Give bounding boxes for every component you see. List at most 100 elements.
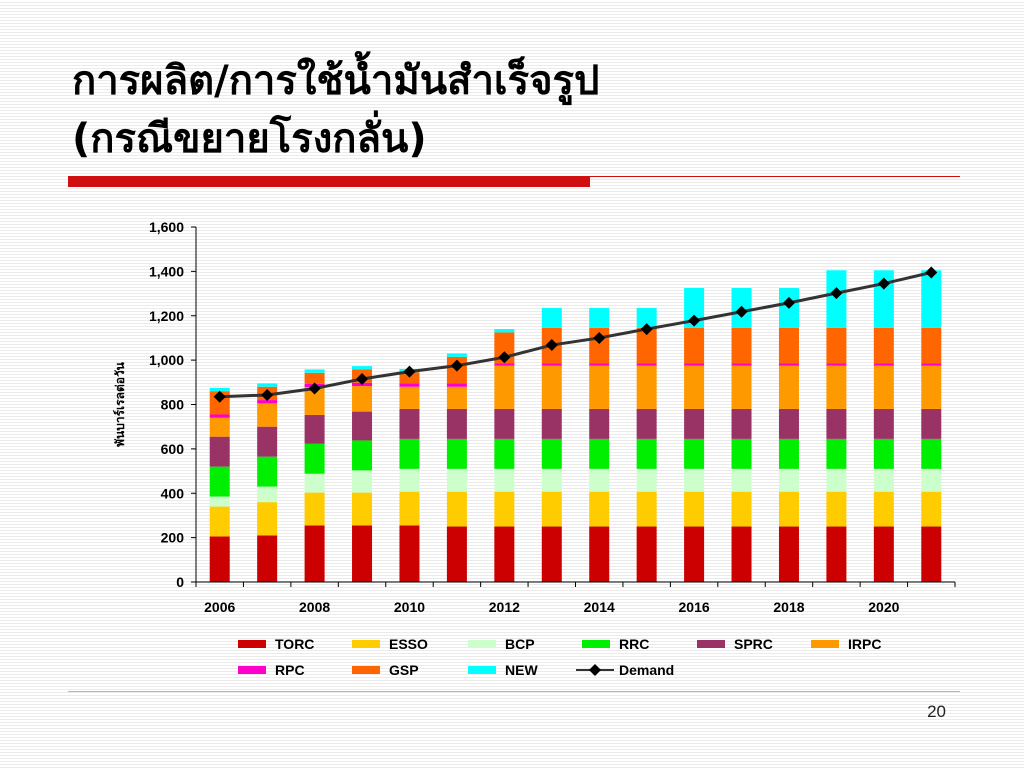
bar-segment-new: [446, 353, 467, 357]
demand-point: [877, 277, 890, 290]
demand-point: [735, 305, 748, 318]
bar-segment-rrc: [731, 438, 752, 469]
legend-swatch-sprc: [697, 640, 725, 648]
bar-segment-sprc: [589, 408, 610, 439]
bar-segment-gsp: [636, 327, 657, 364]
bar-segment-sprc: [778, 408, 799, 439]
slide-title: การผลิต/การใช้น้ำมันสำเร็จรูป (กรณีขยายโ…: [72, 52, 599, 168]
bar-segment-torc: [778, 526, 799, 582]
bar-segment-irpc: [352, 386, 373, 412]
bar-segment-sprc: [257, 426, 278, 457]
legend-swatch-rrc: [582, 640, 610, 648]
bar-segment-esso: [446, 491, 467, 527]
bar-segment-rrc: [209, 466, 230, 497]
demand-point: [498, 351, 511, 364]
legend-swatch-torc: [238, 640, 266, 648]
bar-segment-sprc: [731, 408, 752, 439]
bar-segment-rpc: [257, 400, 278, 404]
bar-segment-torc: [921, 526, 942, 582]
demand-point: [261, 388, 274, 401]
bar-segment-rrc: [826, 438, 847, 469]
bar-segment-esso: [541, 491, 562, 527]
slide-title-line-1: การผลิต/การใช้น้ำมันสำเร็จรูป: [72, 58, 600, 104]
y-tick-label: 800: [161, 397, 185, 413]
bar-segment-sprc: [873, 408, 894, 439]
bar-segment-rrc: [304, 443, 325, 474]
bar-segment-bcp: [541, 468, 562, 492]
bar-segment-irpc: [636, 365, 657, 409]
bar-segment-irpc: [209, 417, 230, 437]
y-tick-label: 1,400: [149, 263, 184, 279]
bar-segment-torc: [494, 526, 515, 582]
bar-segment-bcp: [826, 468, 847, 492]
bar-segment-new: [209, 387, 230, 392]
bar-segment-rrc: [921, 438, 942, 469]
y-tick-label: 400: [161, 485, 185, 501]
y-tick-label: 1,200: [149, 308, 184, 324]
x-tick-label: 2006: [204, 599, 235, 615]
bar-segment-torc: [257, 535, 278, 582]
bar-segment-rrc: [352, 440, 373, 471]
demand-point: [213, 390, 226, 403]
bar-segment-esso: [494, 491, 515, 527]
footer-divider: [68, 691, 960, 692]
legend-swatch-bcp: [468, 640, 496, 648]
demand-point: [356, 372, 369, 385]
bar-segment-esso: [826, 491, 847, 527]
bar-segment-bcp: [873, 468, 894, 492]
bar-segment-new: [352, 366, 373, 370]
x-tick-label: 2018: [773, 599, 804, 615]
bar-segment-sprc: [304, 414, 325, 444]
legend-label: TORC: [275, 636, 314, 652]
bar-segment-sprc: [352, 411, 373, 441]
bar-segment-irpc: [257, 403, 278, 427]
legend-swatch-irpc: [811, 640, 839, 648]
legend-label: RPC: [275, 662, 305, 678]
bar-segment-irpc: [921, 365, 942, 409]
demand-point: [308, 382, 321, 395]
y-axis-label: พันบาร์เรลต่อวัน: [113, 361, 127, 447]
bar-segment-rrc: [257, 456, 278, 487]
bar-segment-sprc: [921, 408, 942, 439]
y-tick-label: 600: [161, 441, 185, 457]
x-tick-label: 2010: [394, 599, 425, 615]
bar-segment-sprc: [826, 408, 847, 439]
bar-segment-irpc: [399, 386, 420, 409]
x-tick-label: 2012: [489, 599, 520, 615]
bar-segment-esso: [778, 491, 799, 527]
bar-segment-bcp: [684, 468, 705, 492]
bar-segment-rrc: [494, 438, 515, 469]
legend-label: NEW: [505, 662, 538, 678]
bar-segment-irpc: [826, 365, 847, 409]
demand-point: [593, 331, 606, 344]
bar-segment-bcp: [399, 468, 420, 492]
demand-point: [782, 296, 795, 309]
bar-segment-bcp: [589, 468, 610, 492]
bar-segment-esso: [304, 492, 325, 526]
bar-segment-esso: [209, 506, 230, 537]
bar-segment-new: [494, 329, 515, 333]
bar-segment-torc: [399, 525, 420, 582]
bar-segment-esso: [589, 491, 610, 527]
bar-segment-esso: [921, 491, 942, 527]
bar-segment-rpc: [636, 363, 657, 366]
x-tick-label: 2020: [868, 599, 899, 615]
legend-swatch-rpc: [238, 666, 266, 674]
bar-segment-bcp: [731, 468, 752, 492]
bar-segment-esso: [352, 492, 373, 526]
bar-segment-torc: [209, 536, 230, 582]
bar-segment-rpc: [731, 363, 752, 366]
bar-segment-sprc: [541, 408, 562, 439]
bar-segment-rrc: [589, 438, 610, 469]
bar-segment-esso: [731, 491, 752, 527]
legend-label: ESSO: [389, 636, 428, 652]
bar-segment-irpc: [541, 365, 562, 409]
bar-segment-rpc: [399, 383, 420, 387]
bar-segment-new: [636, 307, 657, 328]
bar-segment-gsp: [921, 327, 942, 364]
bar-segment-rpc: [209, 414, 230, 418]
title-underline-bar: [68, 176, 590, 187]
legend-swatch-new: [468, 666, 496, 674]
bar-segment-bcp: [921, 468, 942, 492]
bar-segment-rpc: [778, 363, 799, 366]
